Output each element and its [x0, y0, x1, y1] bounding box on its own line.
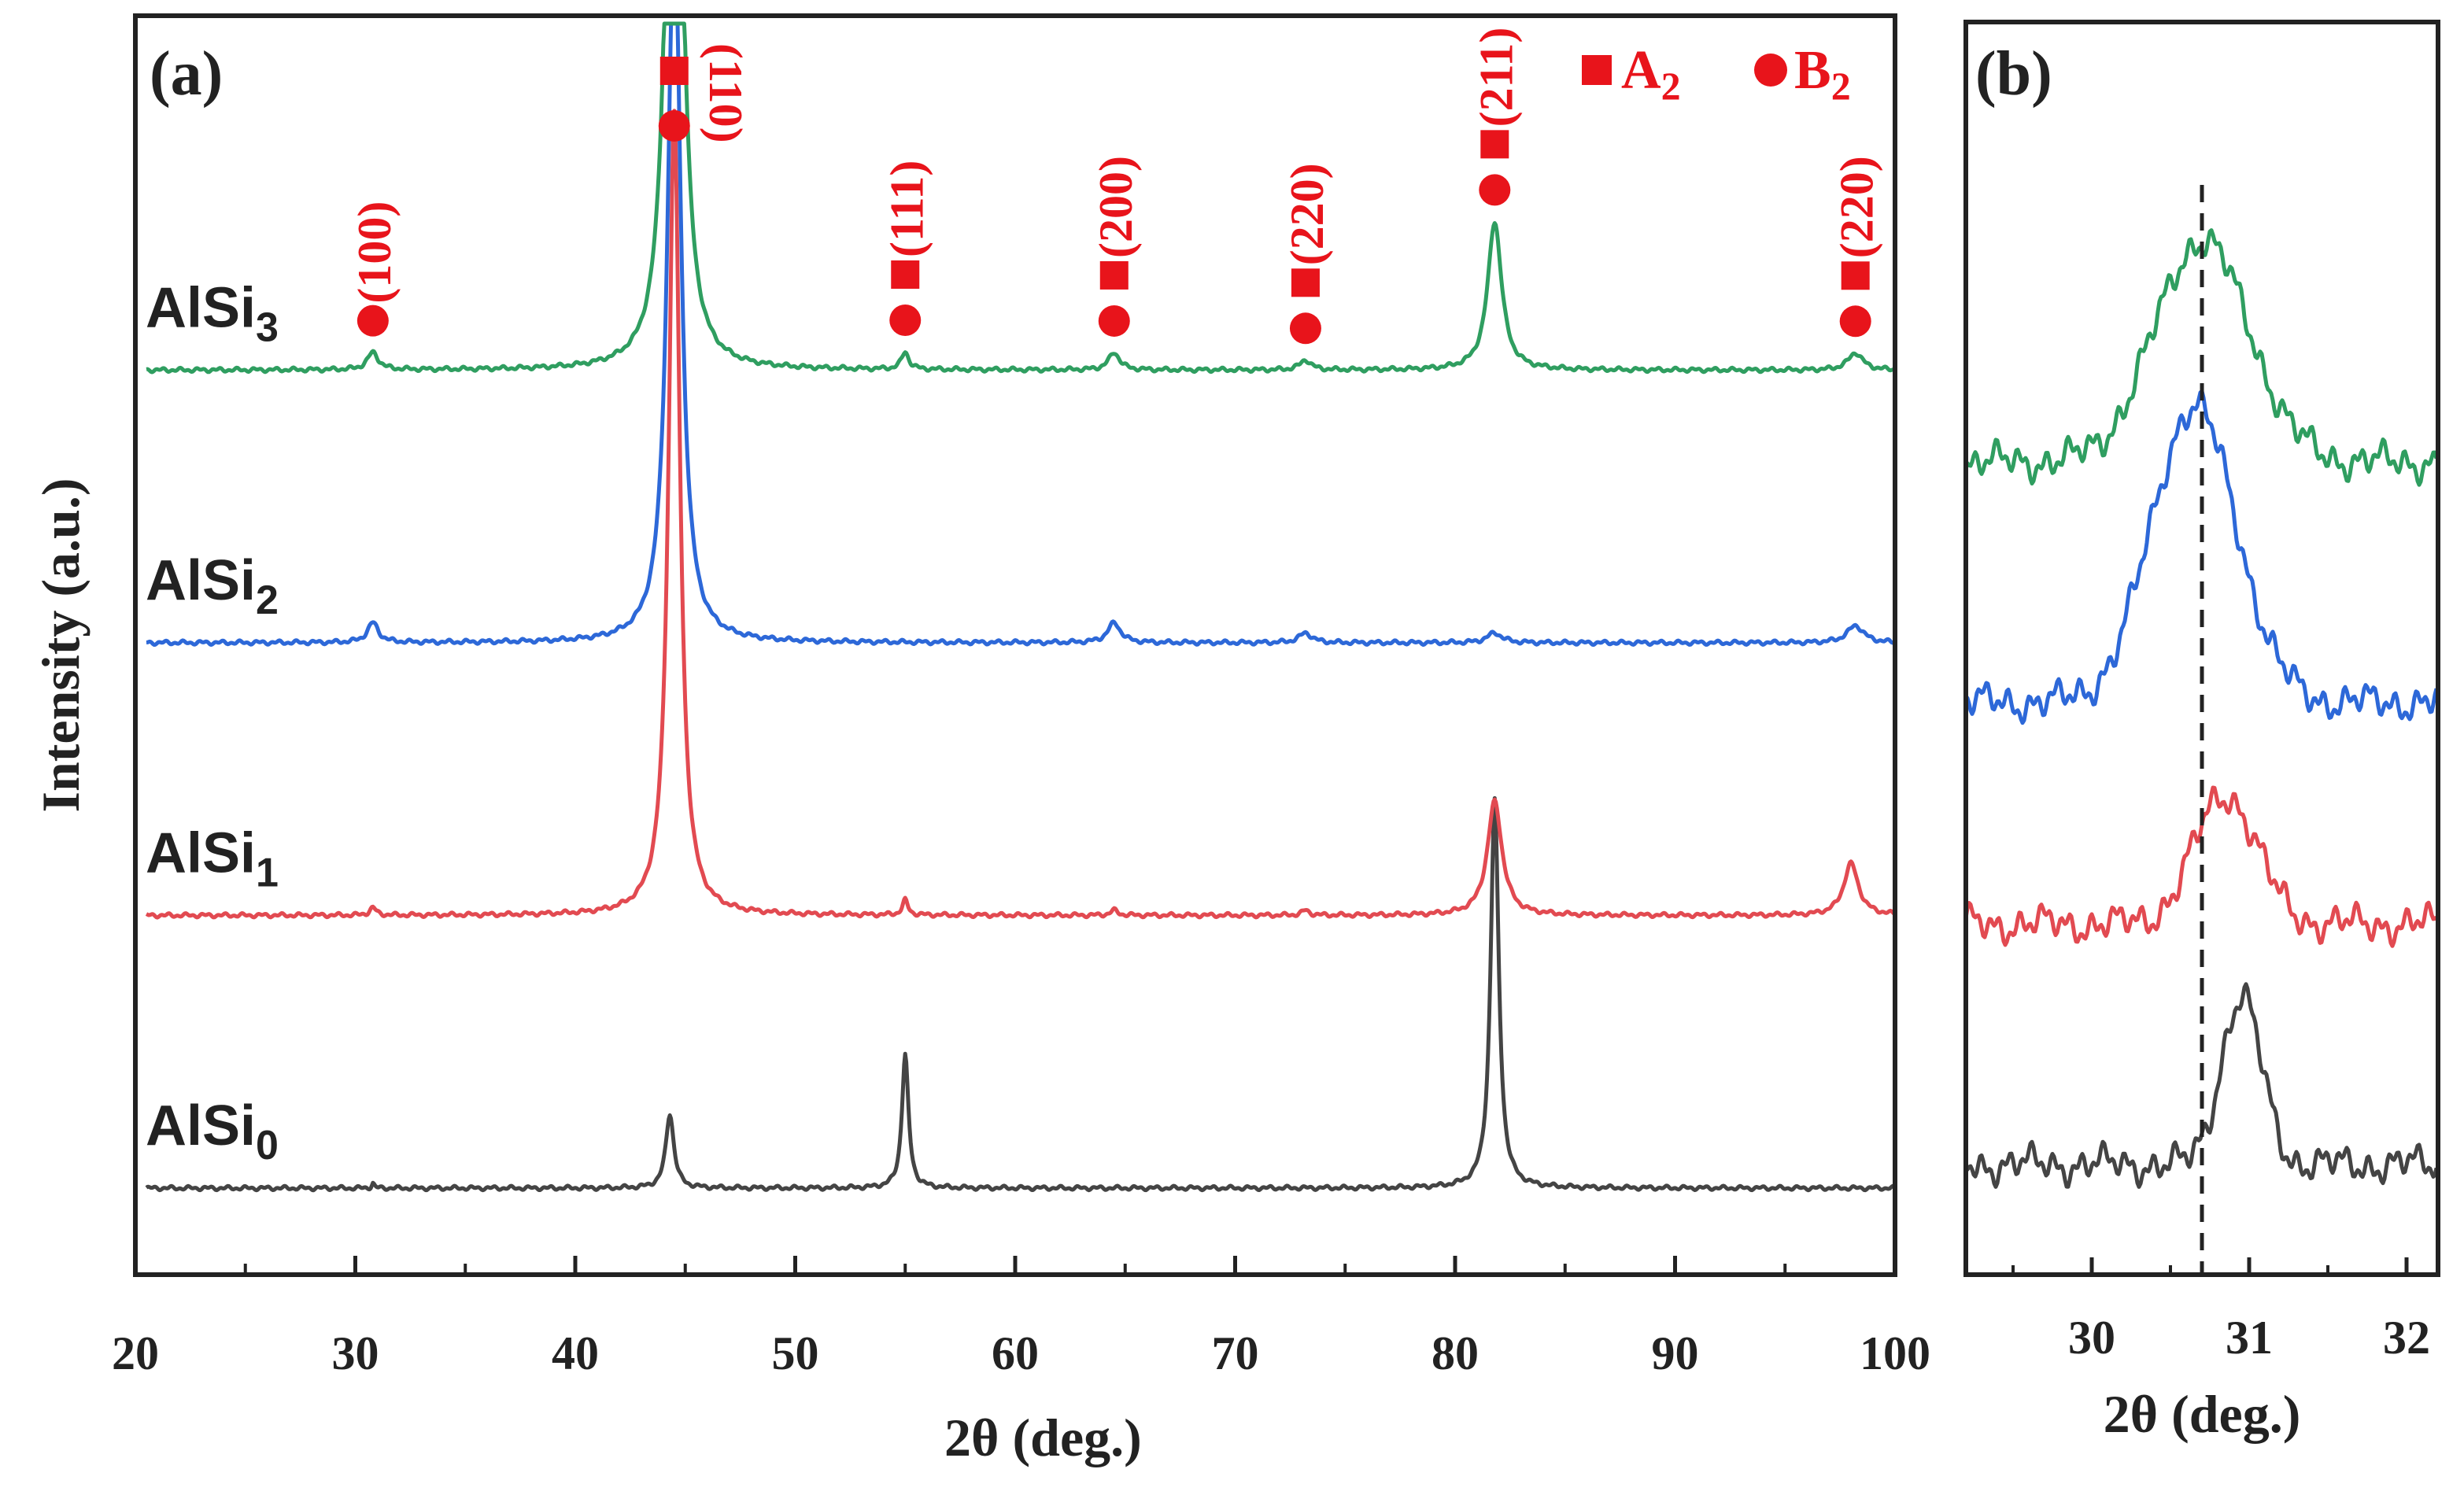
- panel-a-series-labels: AlSi0 AlSi1 AlSi2 AlSi3: [146, 277, 279, 1169]
- series-label-AlSi3: AlSi3: [146, 277, 279, 351]
- series-line-AlSi0: [145, 795, 1893, 1193]
- panel-a-x-ticks: 20 30 40 50 60 70 80 90 100: [112, 1256, 1930, 1379]
- marker-square-A2: [1841, 261, 1870, 290]
- marker-square-A2: [659, 57, 689, 85]
- hkl-label: (211): [1470, 28, 1522, 127]
- panel-a-tag: (a): [150, 39, 223, 109]
- x-tick-label: 90: [1652, 1327, 1699, 1379]
- panel-a-annotations: (100) (110) (111) (200) (220) (211) (220): [349, 28, 1883, 345]
- marker-circle-B2: [1289, 312, 1321, 345]
- x-tick-label: 50: [772, 1327, 819, 1379]
- legend-label: A2: [1621, 40, 1681, 108]
- marker-square-A2: [1480, 130, 1509, 159]
- x-tick-label: 31: [2226, 1312, 2273, 1364]
- series-line-AlSi2: [145, 21, 1893, 648]
- panel-a-x-axis-title: 2θ (deg.): [944, 1408, 1142, 1467]
- legend-square-icon: [1582, 55, 1612, 85]
- marker-circle-B2: [1839, 305, 1871, 338]
- x-tick-label: 20: [112, 1327, 159, 1379]
- legend-label: B2: [1794, 40, 1851, 108]
- series-label-AlSi1: AlSi1: [146, 822, 279, 896]
- panel-a-legend: A2 B2: [1582, 40, 1851, 108]
- marker-circle-B2: [658, 110, 690, 142]
- x-tick-label: 70: [1212, 1327, 1259, 1379]
- x-tick-label: 40: [552, 1327, 599, 1379]
- x-tick-label: 30: [2068, 1312, 2115, 1364]
- marker-circle-B2: [356, 305, 389, 337]
- marker-circle-B2: [889, 304, 922, 336]
- panel-b-series-line-AlSi1: [1968, 785, 2436, 948]
- hkl-label: (220): [1281, 163, 1333, 265]
- panel-b-x-ticks: 30 31 32: [2011, 1257, 2430, 1364]
- x-tick-label: 100: [1860, 1327, 1930, 1379]
- hkl-label: (200): [1090, 156, 1142, 258]
- marker-circle-B2: [1098, 305, 1130, 337]
- panel-a-y-axis-title: Intensity (a.u.): [31, 478, 91, 812]
- panel-b-tag: (b): [1975, 39, 2052, 109]
- legend-circle-icon: [1754, 54, 1787, 87]
- marker-square-A2: [891, 260, 920, 289]
- series-line-AlSi1: [145, 109, 1893, 920]
- x-tick-label: 32: [2383, 1312, 2430, 1364]
- hkl-label: (220): [1831, 156, 1883, 258]
- hkl-label: (110): [700, 43, 752, 143]
- panel-b-x-axis-title: 2θ (deg.): [2104, 1384, 2301, 1444]
- marker-square-A2: [1291, 268, 1320, 297]
- marker-square-A2: [1099, 260, 1129, 290]
- panel-a-series: [145, 21, 1893, 1193]
- x-tick-label: 80: [1431, 1327, 1479, 1379]
- series-line-AlSi3: [145, 21, 1893, 375]
- marker-circle-B2: [1479, 174, 1511, 206]
- hkl-label: (100): [349, 201, 401, 304]
- series-label-AlSi0: AlSi0: [146, 1094, 279, 1168]
- x-tick-label: 60: [992, 1327, 1039, 1379]
- x-tick-label: 30: [332, 1327, 379, 1379]
- series-label-AlSi2: AlSi2: [146, 549, 279, 623]
- hkl-label: (111): [881, 161, 933, 257]
